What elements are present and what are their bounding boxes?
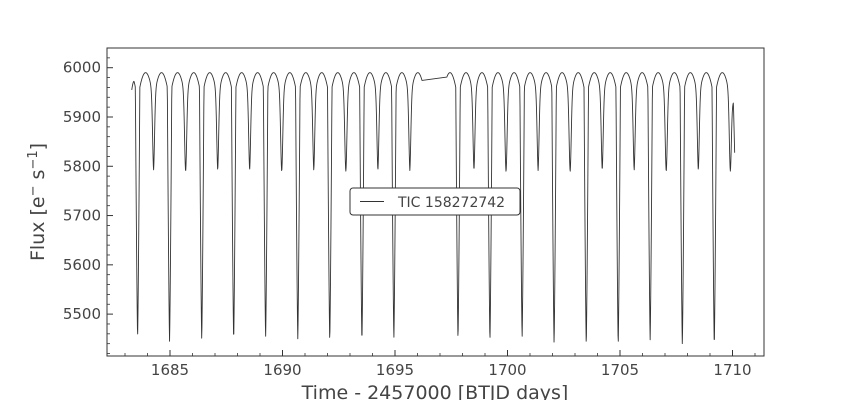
x-tick-label: 1695 [376,361,414,379]
x-axis: 1685 1690 1695 1700 1705 1710 [124,350,756,379]
y-tick-label: 5500 [63,305,101,323]
x-tick-label: 1700 [488,361,526,379]
y-tick-label: 5600 [63,256,101,274]
y-tick-label: 6000 [63,59,101,77]
x-tick-label: 1705 [601,361,639,379]
legend-box [349,187,521,216]
y-axis: 5500 5600 5700 5800 5900 6000 [63,47,113,354]
x-tick-label: 1685 [151,361,189,379]
x-tick-label: 1710 [713,361,751,379]
y-axis-label: Flux [e− s−1] [26,143,50,261]
x-axis-label: Time - 2457000 [BTJD days] [301,382,569,400]
y-tick-label: 5700 [63,207,101,225]
legend-label: TIC 158272742 [397,195,505,211]
x-tick-label: 1690 [263,361,301,379]
legend: TIC 158272742 [349,187,521,216]
flux-series-line [131,72,736,345]
y-tick-label: 5900 [63,108,101,126]
y-tick-label: 5800 [63,157,101,175]
